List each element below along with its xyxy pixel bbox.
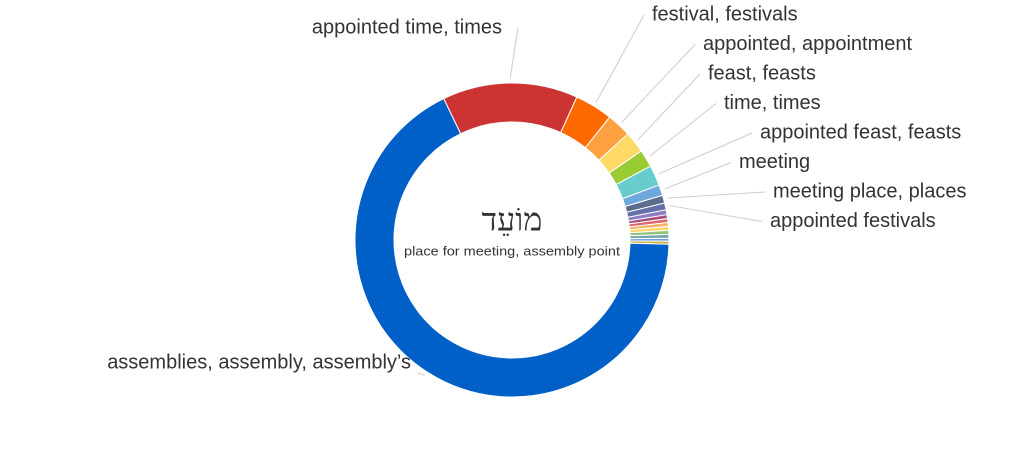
leader-line [621,44,696,123]
leader-line [649,103,717,157]
slice-label: festival, festivals [652,3,798,25]
slice-label: meeting [739,151,810,173]
donut-hole [394,122,630,358]
leader-line [417,372,425,376]
center-title: מוֹעֵד [482,201,543,239]
leader-line [664,162,732,190]
slice-label: assemblies, assembly, assembly’s [107,351,411,373]
slice-label: time, times [724,92,821,114]
leader-line [509,27,519,80]
leader-line [667,191,766,199]
leader-line [669,205,763,222]
slice-label: meeting place, places [773,180,966,202]
leader-line [658,132,753,175]
leader-line [637,73,701,141]
slice-label: appointed time, times [312,16,502,38]
leader-line [595,14,645,103]
center-subtitle: place for meeting, assembly point [404,243,620,258]
slice-label: appointed, appointment [703,33,912,55]
slice-label: appointed festivals [770,210,936,232]
slice-label: appointed feast, feasts [760,121,961,143]
slice-label: feast, feasts [708,62,816,84]
